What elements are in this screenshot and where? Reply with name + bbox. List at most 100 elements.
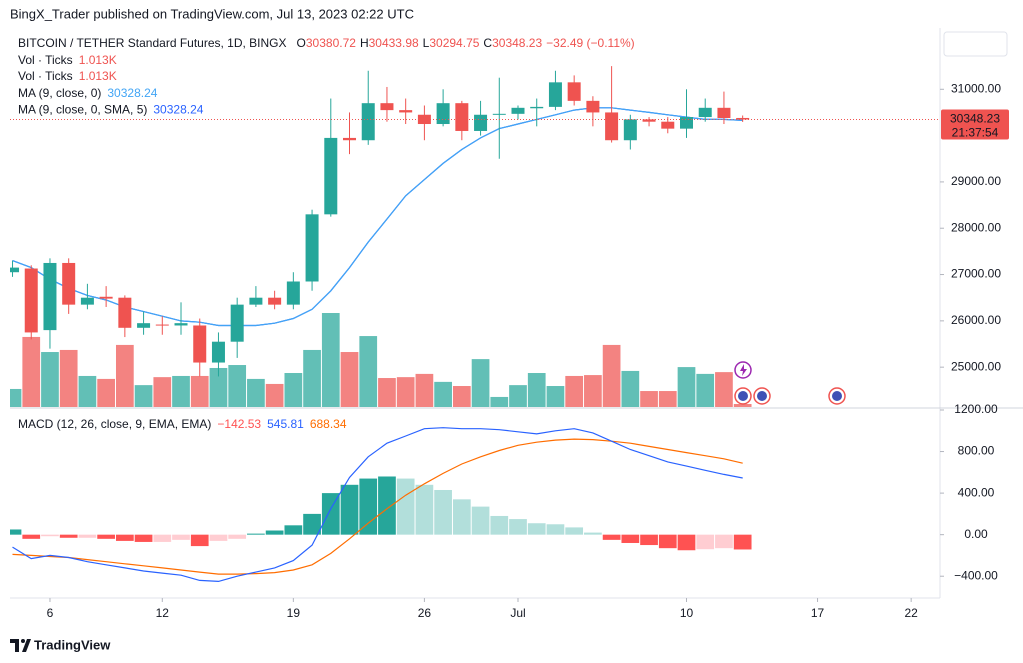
legend-title: BITCOIN / TETHER Standard Futures, 1D, B…: [18, 36, 287, 50]
candle-body: [698, 107, 712, 118]
volume-bar: [584, 375, 602, 407]
histogram-bar: [97, 534, 115, 539]
volume-bar: [452, 386, 471, 407]
candle-body: [605, 112, 619, 141]
footer-brand: TradingView: [34, 637, 111, 652]
histogram-bar: [452, 499, 471, 535]
y-tick-label: 1200.00: [954, 402, 998, 416]
histogram-bar: [321, 493, 340, 535]
volume-bar: [134, 385, 153, 407]
volume-bar: [434, 381, 452, 407]
signal-line: [12, 438, 743, 575]
volume-bar: [640, 391, 658, 407]
candle-body: [361, 103, 375, 141]
candle-body: [399, 110, 413, 113]
scale-button[interactable]: [943, 31, 1008, 57]
ma-line: [12, 107, 743, 327]
volume-bar: [602, 344, 621, 407]
x-tick-label: Jul: [510, 606, 525, 620]
legend-value: 30328.24: [107, 86, 157, 100]
candle-body: [10, 267, 20, 273]
volume-bar: [565, 375, 584, 407]
y-tick-label: 400.00: [958, 485, 995, 499]
legend-name: MA (9, close, 0): [18, 86, 101, 100]
volume-bar: [115, 344, 134, 407]
histogram-bar: [359, 478, 378, 535]
x-tick-label: 10: [680, 606, 694, 620]
volume-bar: [97, 378, 115, 407]
histogram-bar: [640, 534, 658, 546]
candle-body: [530, 106, 544, 109]
ohlc-value: 30294.75: [429, 36, 479, 50]
histogram-bar: [396, 478, 415, 535]
candle-body: [492, 113, 506, 115]
histogram-bar: [247, 533, 265, 535]
candle-body: [249, 297, 263, 305]
histogram-bar: [658, 534, 677, 549]
candle-body: [717, 107, 731, 118]
volume-bar: [471, 359, 490, 407]
y-tick-label: 27000.00: [951, 267, 1001, 281]
flag-glyph: [738, 391, 748, 401]
histogram-bar: [228, 534, 247, 539]
histogram-bar: [190, 534, 209, 547]
volume-bar: [247, 378, 265, 407]
volume-bar: [303, 349, 321, 407]
candle-body: [137, 323, 151, 328]
histogram-bar: [10, 529, 22, 535]
histogram-bar: [565, 527, 584, 535]
volume-bar: [190, 375, 209, 407]
x-tick-label: 22: [904, 606, 918, 620]
volume-bar: [527, 373, 546, 407]
y-tick-label: 800.00: [958, 444, 995, 458]
y-tick-label: 26000.00: [951, 313, 1001, 327]
volume-bar: [677, 367, 696, 407]
publish-line: BingX_Trader published on TradingView.co…: [10, 6, 414, 21]
macd-line: [12, 427, 743, 583]
candle-body: [623, 119, 637, 141]
legend-line: MACD (12, 26, close, 9, EMA, EMA) −142.53…: [18, 417, 347, 431]
histogram-bar: [59, 534, 78, 538]
flag-glyph: [757, 391, 767, 401]
ohlc-label: C: [483, 36, 492, 50]
volume-bar: [59, 349, 78, 407]
legend-line: Vol · Ticks 1.013K: [18, 53, 117, 67]
volume-bar: [41, 352, 59, 407]
ohlc-label: O: [297, 36, 306, 50]
histogram-bar: [434, 489, 452, 535]
x-tick-label: 26: [418, 606, 432, 620]
x-tick-label: 17: [811, 606, 825, 620]
candle-body: [211, 341, 225, 363]
histogram-bar: [509, 519, 527, 535]
volume-bar: [733, 404, 752, 407]
candle-body: [679, 117, 693, 129]
legend-line: BITCOIN / TETHER Standard Futures, 1D, B…: [18, 36, 635, 50]
histogram-bar: [303, 513, 321, 535]
histogram-bar: [284, 525, 303, 535]
ohlc-value: 30433.98: [369, 36, 419, 50]
candle-body: [343, 137, 357, 141]
histogram-bar: [490, 515, 509, 535]
histogram-bar: [584, 532, 602, 535]
histogram-bar: [696, 534, 715, 550]
histogram-bar: [378, 476, 396, 535]
volume-bar: [78, 375, 97, 407]
legend-value: 1.013K: [79, 53, 117, 67]
logo-mark: [10, 639, 19, 652]
y-tick-label: 29000.00: [951, 174, 1001, 188]
last-price-box: [941, 109, 1009, 140]
candle-body: [80, 297, 94, 305]
candle-body: [43, 262, 57, 331]
macd-value: 545.81: [267, 417, 304, 431]
ohlc-value: 30348.23: [492, 36, 542, 50]
volume-bar: [396, 377, 415, 407]
candle-body: [99, 296, 113, 299]
histogram-bar: [415, 484, 434, 535]
candle-body: [661, 121, 675, 129]
volume-bar: [340, 352, 359, 407]
volume-bar: [696, 373, 715, 407]
x-tick-label: 19: [287, 606, 301, 620]
histogram-bar: [41, 534, 59, 537]
bar-countdown: 21:37:54: [952, 126, 999, 140]
